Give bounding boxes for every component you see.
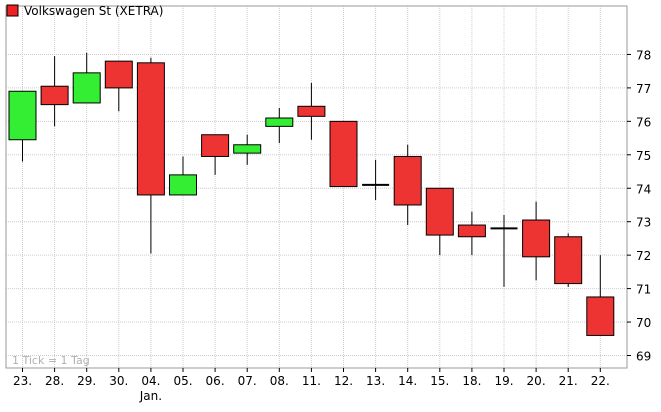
candle-body <box>522 219 551 258</box>
y-tick-label: 70 <box>636 316 651 330</box>
candle-body <box>8 90 37 141</box>
candle <box>490 215 518 287</box>
candle <box>457 211 486 256</box>
candle <box>169 156 197 196</box>
y-tick-label: 75 <box>636 149 651 163</box>
x-tick-label: 08. <box>270 374 289 388</box>
candle <box>554 233 583 287</box>
candle-body <box>104 60 133 89</box>
candle-body <box>297 105 326 117</box>
candle-body <box>201 134 230 157</box>
tick-annotation: 1 Tick = 1 Tag <box>12 354 90 367</box>
x-tick-label: 05. <box>173 374 192 388</box>
y-tick-label: 71 <box>636 283 651 297</box>
candle <box>393 144 422 226</box>
x-tick-label: 28. <box>45 374 64 388</box>
candle-body <box>136 62 165 196</box>
x-tick-label: 14. <box>398 374 417 388</box>
x-tick-label: 30. <box>109 374 128 388</box>
y-tick-label: 78 <box>636 48 651 62</box>
candle-body <box>40 85 69 106</box>
x-tick-label: 19. <box>494 374 513 388</box>
legend: Volkswagen St (XETRA) <box>6 4 163 18</box>
y-tick-label: 73 <box>636 216 651 230</box>
legend-swatch <box>6 4 19 17</box>
candle <box>297 82 326 140</box>
candle <box>362 159 390 200</box>
x-tick-label: 23. <box>13 374 32 388</box>
candle <box>329 120 358 188</box>
candle-body <box>329 120 358 188</box>
candle <box>522 201 551 281</box>
y-axis: 69 70 71 72 73 74 75 76 77 78 <box>627 48 651 364</box>
candle-body <box>554 236 583 285</box>
x-tick-label: 18. <box>462 374 481 388</box>
x-tick-label: 11. <box>302 374 321 388</box>
candle-layer <box>8 52 615 336</box>
x-tick-label: 21. <box>559 374 578 388</box>
candle-body <box>425 187 454 236</box>
candle-body <box>457 224 486 238</box>
candle <box>104 60 133 112</box>
candle-body <box>169 174 197 196</box>
x-tick-label: 12. <box>334 374 353 388</box>
x-tick-label: 22. <box>591 374 610 388</box>
candle <box>265 107 294 144</box>
x-tick-label: 20. <box>527 374 546 388</box>
x-tick-label: 07. <box>238 374 257 388</box>
x-axis: 23. 28. 29. 30. 04.Jan. 05. 06. 07. 08. 11. 12. 13.… <box>13 368 610 403</box>
x-tick-label: 15. <box>430 374 449 388</box>
candle-body <box>72 72 101 104</box>
y-tick-label: 69 <box>636 350 651 364</box>
x-tick-label: 06. <box>206 374 225 388</box>
candle-body <box>393 155 422 206</box>
candle-body <box>265 117 294 127</box>
y-tick-label: 74 <box>636 182 651 196</box>
x-tick-label: 04. <box>141 374 160 388</box>
candle <box>201 134 230 175</box>
candle <box>136 57 165 254</box>
candle <box>72 52 101 104</box>
y-tick-label: 77 <box>636 82 651 96</box>
candle <box>233 134 262 165</box>
y-tick-label: 76 <box>636 115 651 129</box>
candle <box>586 255 615 336</box>
candle-body <box>586 296 615 336</box>
x-tick-label: 13. <box>366 374 385 388</box>
candle <box>40 56 69 127</box>
legend-label: Volkswagen St (XETRA) <box>24 4 163 18</box>
x-tick-label: 29. <box>77 374 96 388</box>
x-tick-sublabel: Jan. <box>139 389 162 403</box>
candle-body <box>233 144 262 154</box>
candle <box>8 90 37 162</box>
y-tick-label: 72 <box>636 249 651 263</box>
plot-frame <box>5 5 628 369</box>
candle <box>425 187 454 256</box>
